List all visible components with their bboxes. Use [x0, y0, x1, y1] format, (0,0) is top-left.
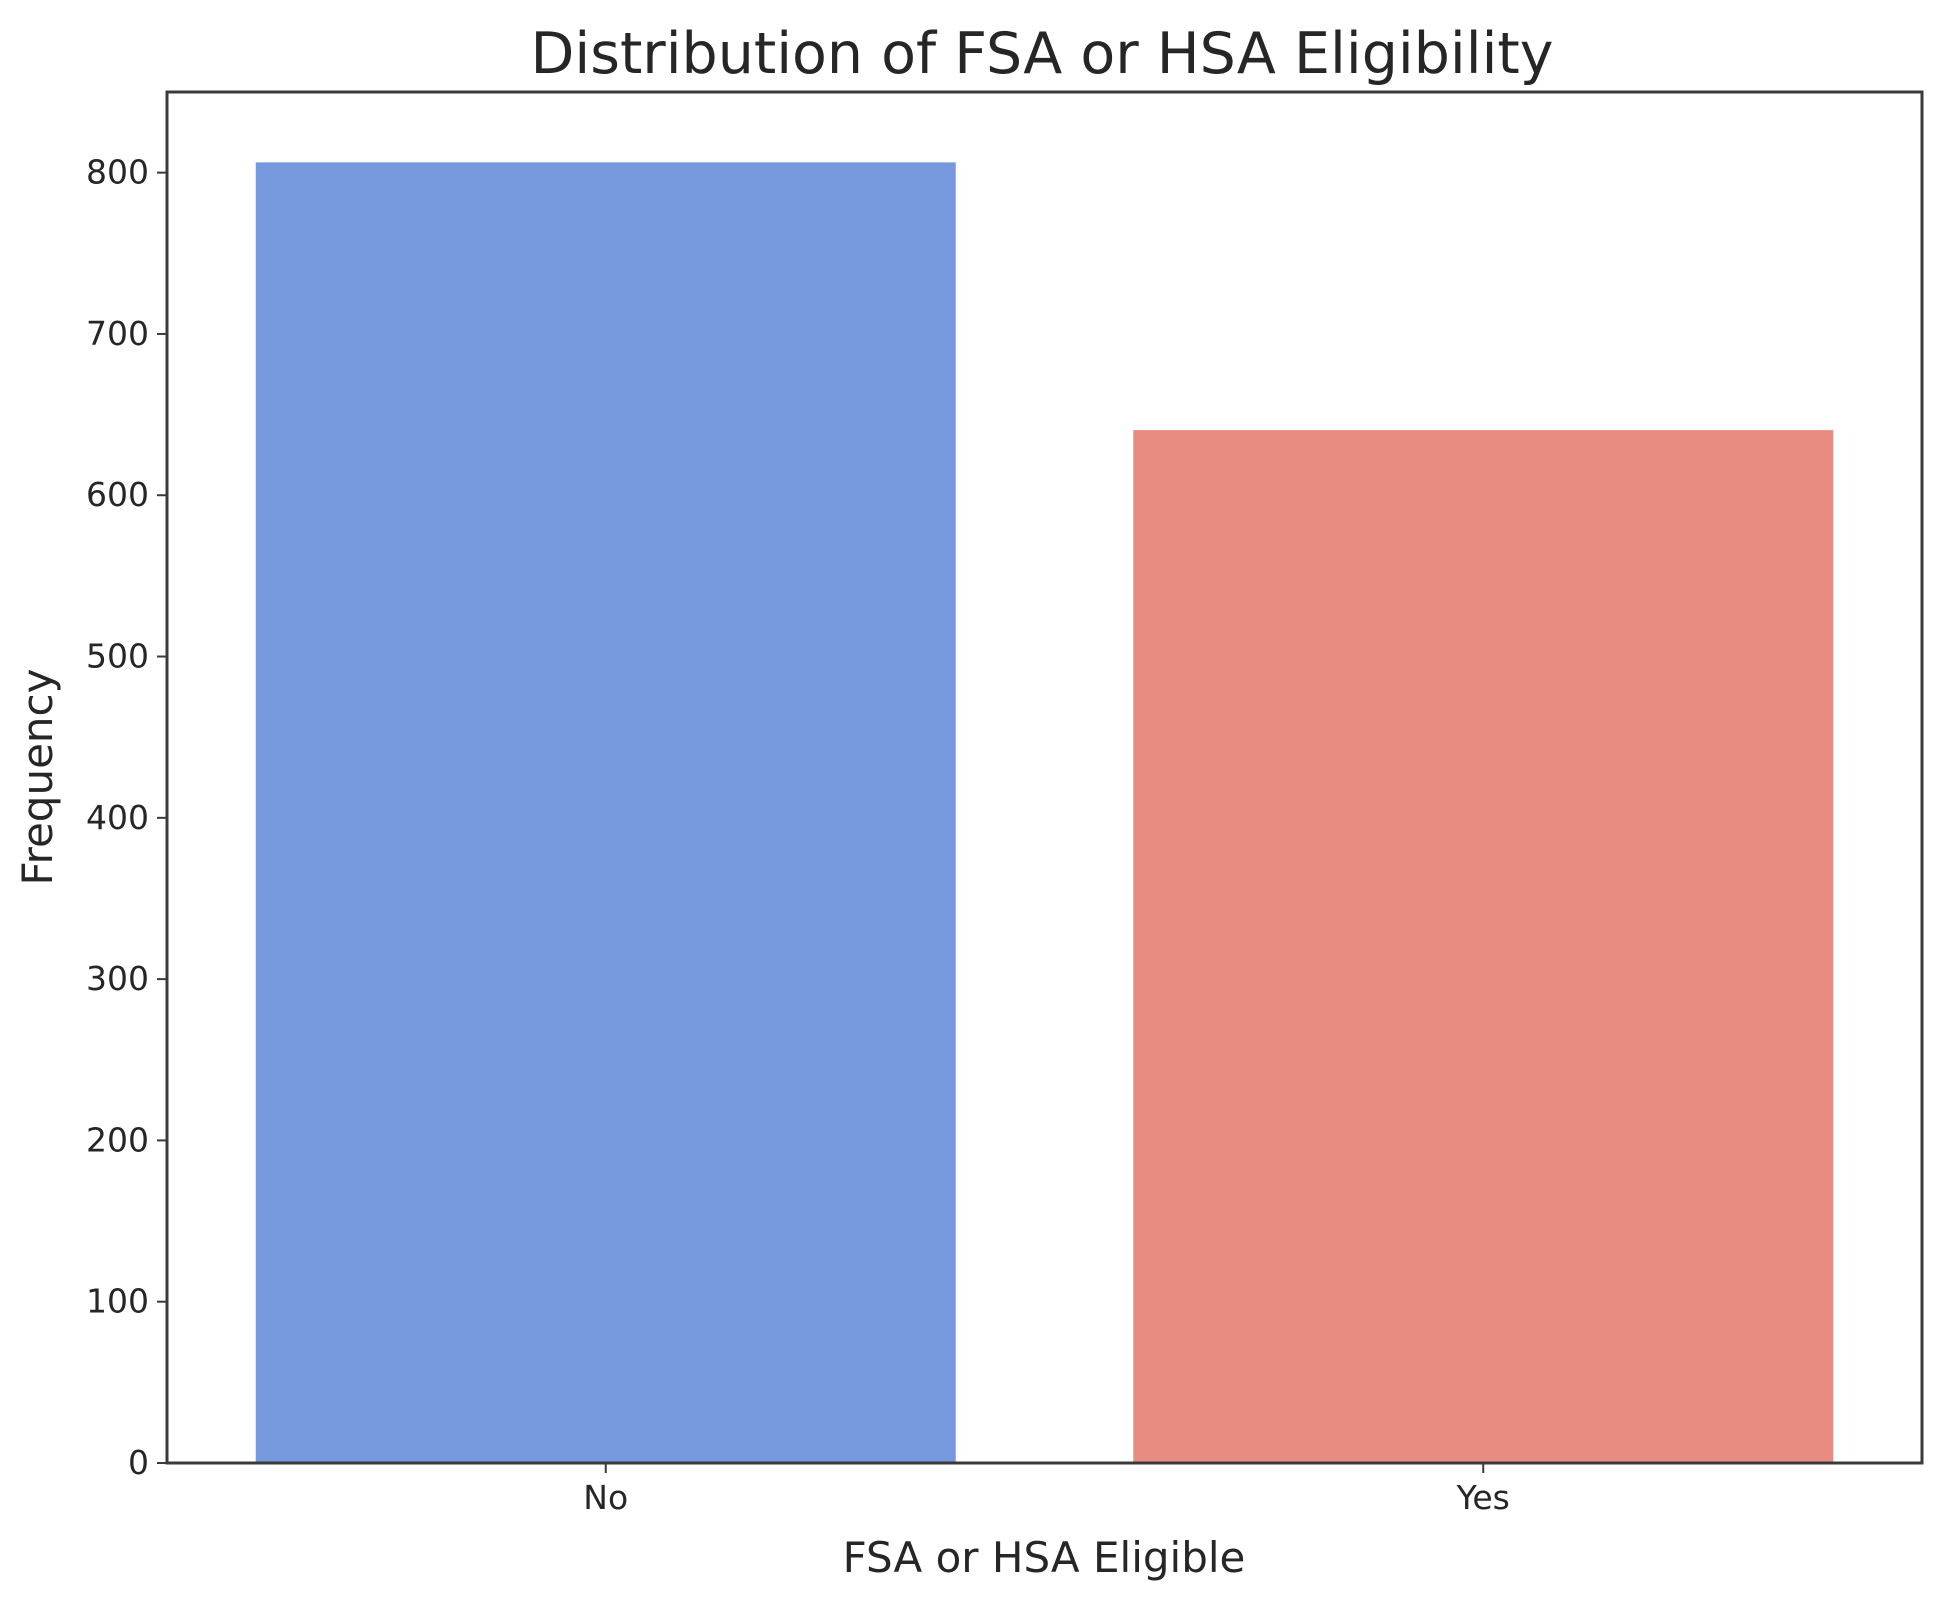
- x-axis-ticks: No Yes: [583, 1463, 1510, 1517]
- x-axis-label: FSA or HSA Eligible: [843, 1533, 1246, 1582]
- x-tick-label-yes: Yes: [1456, 1478, 1510, 1517]
- y-tick-label: 0: [128, 1443, 149, 1482]
- y-tick-label: 200: [86, 1120, 149, 1159]
- y-tick-label: 600: [86, 475, 149, 514]
- y-axis-ticks: 0 100 200 300 400 500 600 700 800: [86, 153, 167, 1482]
- y-tick-label: 100: [86, 1282, 149, 1321]
- y-tick-label: 800: [86, 153, 149, 192]
- chart-title: Distribution of FSA or HSA Eligibility: [531, 21, 1554, 87]
- plot-area: [253, 160, 1836, 1465]
- y-tick-label: 500: [86, 637, 149, 676]
- axes-frame: [165, 90, 1924, 1465]
- x-tick-label-no: No: [583, 1478, 628, 1517]
- y-tick-label: 400: [86, 798, 149, 837]
- bar-yes: [1131, 428, 1836, 1464]
- bar-no: [253, 160, 958, 1465]
- y-axis-label: Frequency: [13, 669, 62, 886]
- y-tick-label: 700: [86, 314, 149, 353]
- y-tick-label: 300: [86, 959, 149, 998]
